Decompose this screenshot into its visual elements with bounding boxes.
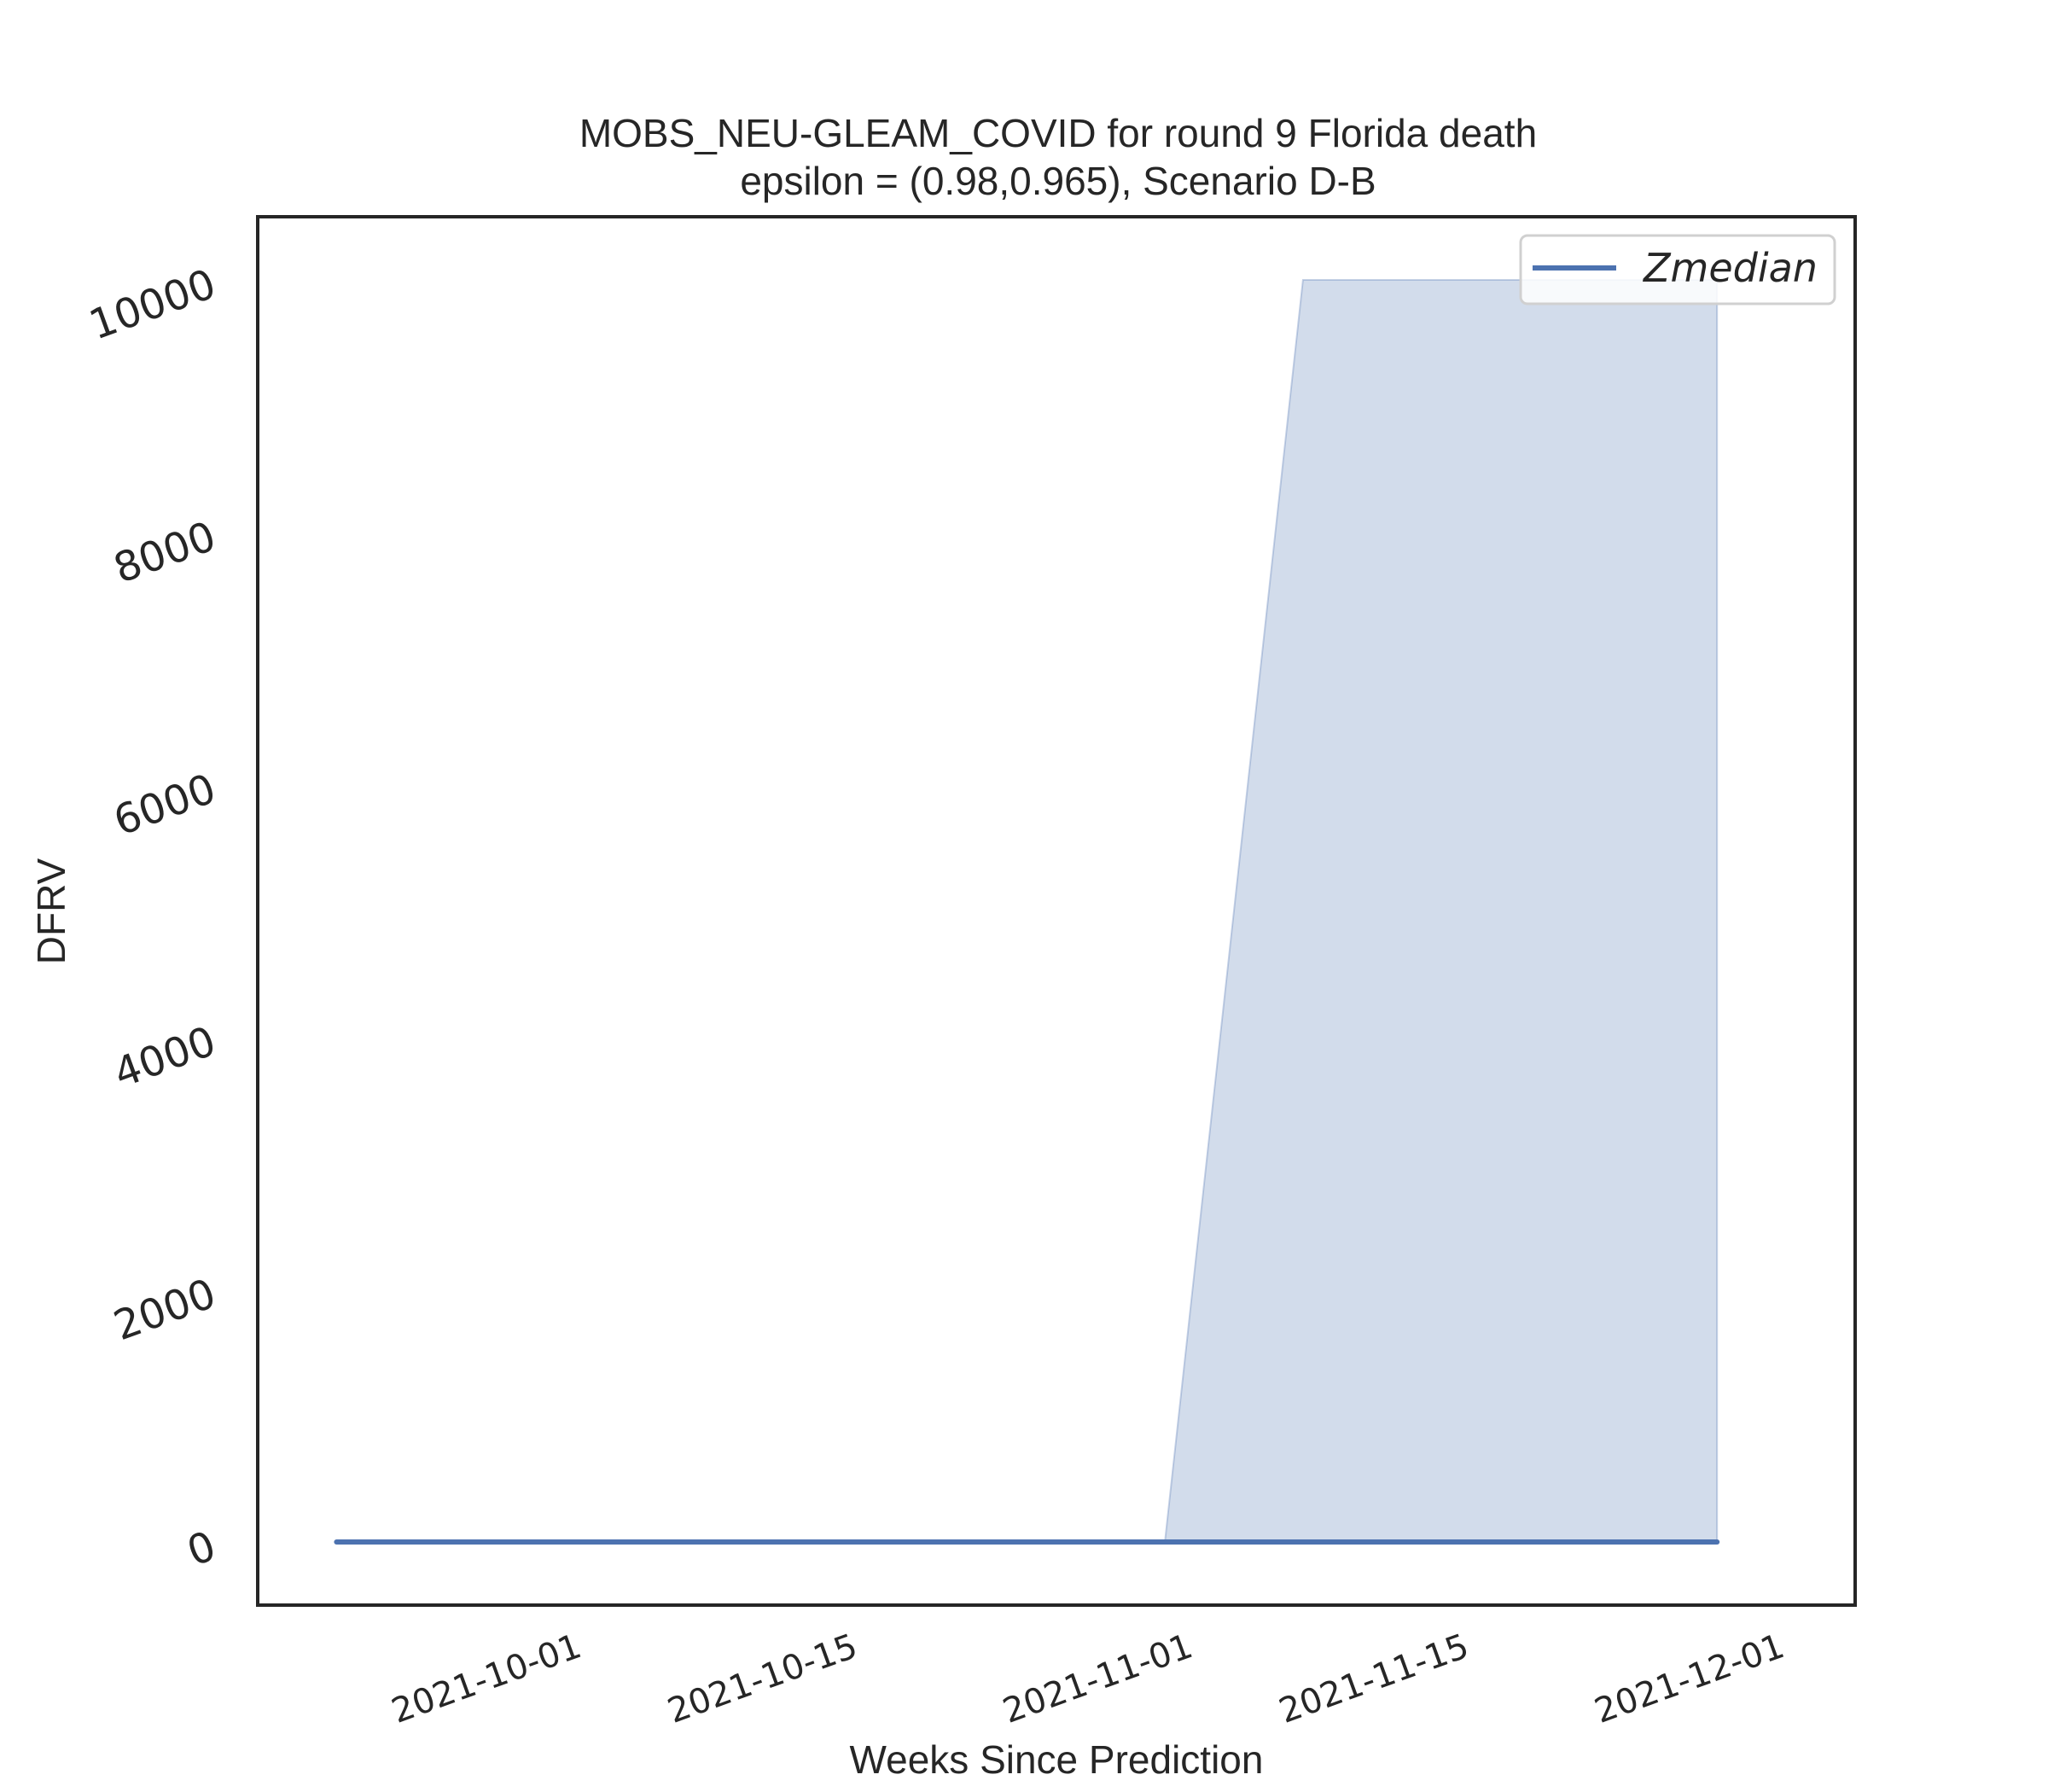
x-tick-label: 2021-12-01 [1590, 1626, 1789, 1731]
chart-subtitle: epsilon = (0.98,0.965), Scenario D-B [740, 159, 1376, 203]
band-layer [336, 279, 1719, 1543]
x-tick-label: 2021-10-15 [663, 1626, 863, 1731]
legend: Zmedian [1519, 234, 1836, 305]
y-axis-label: DFRV [29, 858, 73, 964]
y-tick-label: 8000 [108, 512, 222, 592]
x-tick-label: 2021-11-15 [1274, 1626, 1474, 1731]
y-tick-label: 2000 [108, 1270, 222, 1350]
y-tick-label: 0 [181, 1522, 222, 1576]
y-tick-label: 4000 [108, 1017, 222, 1097]
chart-title: MOBS_NEU-GLEAM_COVID for round 9 Florida… [579, 111, 1537, 155]
x-tick-label: 2021-10-01 [387, 1626, 586, 1731]
x-tick-label: 2021-11-01 [998, 1626, 1197, 1731]
y-tick-labels: 0 2000 4000 6000 8000 10000 [83, 260, 222, 1576]
y-tick-label: 6000 [108, 765, 222, 845]
x-axis-label: Weeks Since Prediction [850, 1737, 1264, 1782]
legend-box [1519, 234, 1836, 305]
legend-label-zmedian: Zmedian [1642, 245, 1818, 291]
y-tick-label: 10000 [83, 260, 222, 350]
confidence-band [336, 279, 1719, 1543]
x-tick-labels: 2021-10-01 2021-10-15 2021-11-01 2021-11-15… [387, 1626, 1789, 1731]
plot-frame [256, 215, 1857, 1607]
